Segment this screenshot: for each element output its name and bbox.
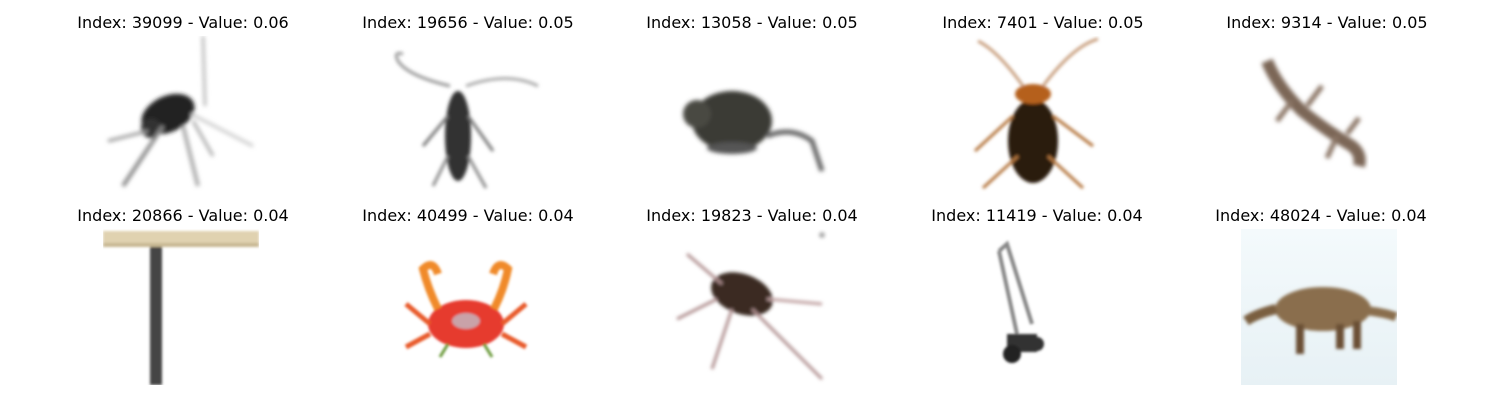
panel-title: Index: 11419 - Value: 0.04	[931, 206, 1143, 225]
black-cockroach-image	[103, 36, 259, 192]
table-image	[103, 229, 259, 385]
panel-title: Index: 7401 - Value: 0.05	[942, 13, 1144, 32]
panel-title: Index: 20866 - Value: 0.04	[77, 206, 289, 225]
rat-image	[672, 36, 828, 192]
red-crab-image	[388, 229, 544, 385]
spider-beetle-image	[672, 229, 828, 385]
panel-title: Index: 40499 - Value: 0.04	[362, 206, 574, 225]
panel-title: Index: 39099 - Value: 0.06	[77, 13, 289, 32]
anteater-image	[1241, 229, 1397, 385]
panel-title: Index: 19656 - Value: 0.05	[362, 13, 574, 32]
lawn-mower-image	[957, 229, 1113, 385]
panel-title: Index: 19823 - Value: 0.04	[646, 206, 858, 225]
panel-title: Index: 48024 - Value: 0.04	[1215, 206, 1427, 225]
brown-cockroach-image	[963, 36, 1119, 192]
panel-title: Index: 13058 - Value: 0.05	[646, 13, 858, 32]
panel-title: Index: 9314 - Value: 0.05	[1226, 13, 1428, 32]
lizard-image	[1247, 36, 1403, 192]
longhorn-beetle-image	[388, 36, 544, 192]
